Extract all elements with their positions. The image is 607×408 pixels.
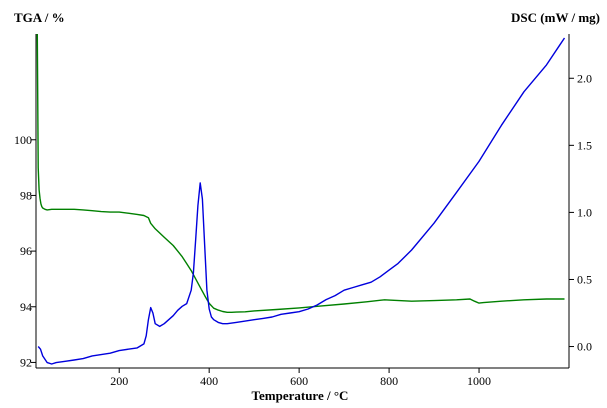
y-left-tick-label: 100 [14, 133, 32, 147]
y-left-tick-label: 98 [20, 188, 32, 202]
series [36, 33, 566, 365]
y-right-tick-label: 1.5 [577, 138, 592, 152]
x-tick-label: 600 [290, 374, 308, 388]
x-tick-label: 200 [110, 374, 128, 388]
y-left-tick-label: 92 [20, 355, 32, 369]
y-axis-right-title: DSC (mW / mg) [511, 10, 600, 25]
x-tick-label: 400 [200, 374, 218, 388]
x-tick-label: 1000 [467, 374, 491, 388]
y-right-tick-label: 0.5 [577, 272, 592, 286]
x-tick-label: 800 [380, 374, 398, 388]
y-left-tick-label: 96 [20, 244, 32, 258]
series-tga-line [36, 33, 565, 313]
x-axis-title: Temperature / °C [252, 388, 349, 403]
y-axis-left-title: TGA / % [14, 10, 65, 25]
series-dsc-line [37, 37, 566, 365]
axes [35, 34, 570, 369]
y-left-tick-label: 94 [20, 300, 32, 314]
y-right-tick-label: 2.0 [577, 71, 592, 85]
y-right-tick-label: 1.0 [577, 205, 592, 219]
y-right-tick-label: 0.0 [577, 340, 592, 354]
ticks: 200 400 600 800 1000 92 94 96 98 100 0.0 0.5 1.0 1.5 2… [14, 71, 592, 388]
